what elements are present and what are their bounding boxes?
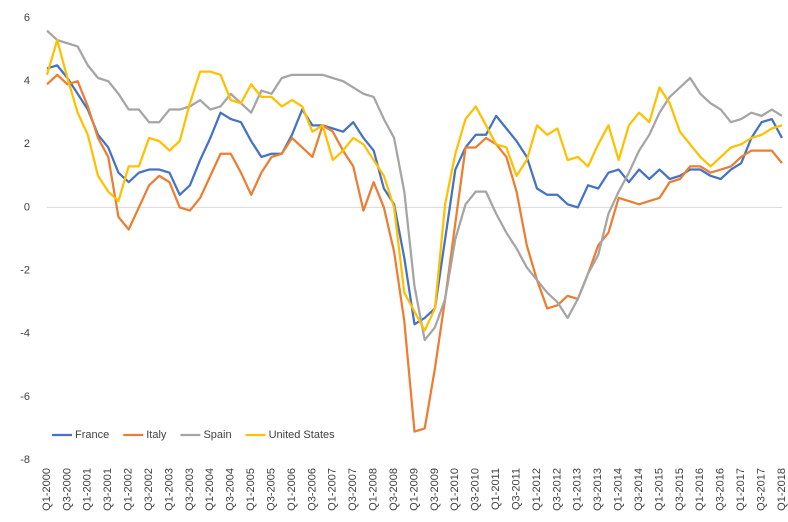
x-tick-label: Q3-2005 — [265, 468, 277, 511]
y-tick-label: -4 — [20, 328, 30, 340]
x-tick-label: Q1-2015 — [653, 468, 665, 511]
x-tick-label: Q3-2000 — [61, 468, 73, 511]
x-tick-label: Q3-2006 — [306, 468, 318, 511]
x-tick-label: Q1-2018 — [776, 468, 788, 511]
x-tick-label: Q3-2008 — [388, 468, 400, 511]
x-tick-label: Q3-2015 — [674, 468, 686, 511]
y-tick-label: -6 — [20, 391, 30, 403]
x-tick-label: Q1-2003 — [163, 468, 175, 511]
x-tick-label: Q3-2002 — [143, 468, 155, 511]
x-tick-label: Q1-2007 — [327, 468, 339, 511]
x-tick-label: Q1-2004 — [204, 468, 216, 511]
x-tick-label: Q3-2001 — [102, 468, 114, 511]
x-tick-label: Q3-2010 — [470, 468, 482, 511]
x-tick-label: Q1-2000 — [41, 468, 53, 511]
x-tick-label: Q3-2012 — [551, 468, 563, 511]
x-tick-label: Q1-2016 — [694, 468, 706, 511]
x-tick-label: Q3-2017 — [755, 468, 767, 511]
y-tick-label: 0 — [24, 201, 30, 213]
x-tick-label: Q3-2007 — [347, 468, 359, 511]
x-tick-label: Q1-2017 — [735, 468, 747, 511]
x-tick-label: Q1-2001 — [82, 468, 94, 511]
x-tick-label: Q3-2009 — [429, 468, 441, 511]
series-line — [46, 64, 783, 326]
series-line — [46, 29, 783, 342]
legend-label: Spain — [203, 429, 231, 441]
x-tick-label: Q1-2012 — [531, 468, 543, 511]
x-tick-label: Q1-2011 — [490, 468, 502, 510]
y-tick-label: 4 — [24, 75, 30, 87]
y-tick-label: -8 — [20, 454, 30, 466]
x-tick-label: Q3-2016 — [715, 468, 727, 511]
x-tick-label: Q3-2013 — [592, 468, 604, 511]
legend-label: France — [75, 429, 109, 441]
x-tick-label: Q3-2014 — [633, 468, 645, 511]
x-tick-label: Q1-2006 — [286, 468, 298, 511]
x-tick-label: Q3-2004 — [225, 468, 237, 511]
x-tick-label: Q1-2013 — [572, 468, 584, 511]
series-line — [45, 38, 783, 332]
x-tick-label: Q1-2010 — [449, 468, 461, 511]
x-tick-label: Q1-2005 — [245, 468, 257, 511]
x-tick-label: Q3-2003 — [184, 468, 196, 511]
y-tick-label: 2 — [24, 138, 30, 150]
legend-label: United States — [269, 429, 336, 441]
x-tick-label: Q3-2011 — [510, 468, 522, 510]
y-tick-label: 6 — [24, 12, 30, 24]
x-tick-label: Q1-2014 — [613, 468, 625, 511]
y-tick-label: -2 — [20, 264, 30, 276]
x-tick-label: Q1-2002 — [123, 468, 135, 511]
x-tick-label: Q1-2009 — [408, 468, 420, 511]
legend-label: Italy — [146, 429, 167, 441]
x-tick-label: Q1-2008 — [368, 468, 380, 511]
series-line — [46, 73, 783, 433]
